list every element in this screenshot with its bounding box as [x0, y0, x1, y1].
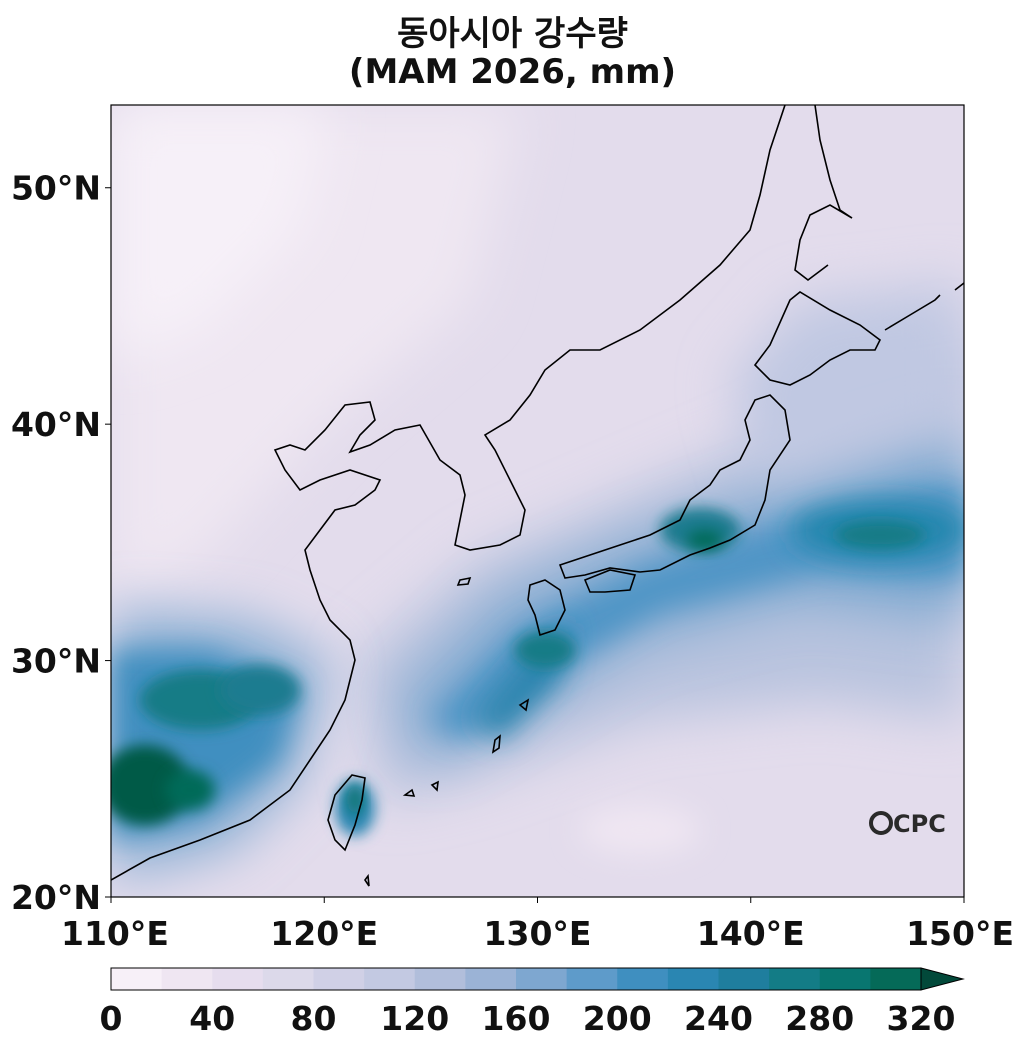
coastlines — [111, 105, 964, 887]
lon-tick-label: 130°E — [484, 914, 592, 953]
precipitation-field — [111, 105, 964, 897]
colorbar-segment — [111, 968, 163, 990]
lon-tick-label: 150°E — [906, 914, 1014, 953]
colorbar-segment — [465, 968, 517, 990]
colorbar-segment — [617, 968, 669, 990]
colorbar-segment — [870, 968, 922, 990]
lon-tick-label: 120°E — [270, 914, 378, 953]
colorbar-segment — [667, 968, 719, 990]
lat-tick-label: 20°N — [11, 878, 101, 917]
colorbar-extend-arrow — [920, 967, 965, 991]
colorbar-segment — [161, 968, 213, 990]
colorbar-segment — [262, 968, 314, 990]
lat-tick-label: 40°N — [11, 405, 101, 444]
colorbar-tick-label: 280 — [785, 999, 854, 1038]
colorbar-segment — [414, 968, 466, 990]
colorbar-segment — [566, 968, 618, 990]
axis-ticks: 110°E 120°E 130°E 140°E 150°E 20°N 30°N 40°N 50°… — [11, 169, 1014, 953]
colorbar-segment — [516, 968, 568, 990]
map-title: 동아시아 강수량 — [397, 14, 628, 54]
colorbar-segment — [718, 968, 770, 990]
colorbar-tick-label: 200 — [583, 999, 652, 1038]
colorbar-tick-label: 320 — [887, 999, 956, 1038]
colorbar-segment — [364, 968, 416, 990]
colorbar-tick-label: 80 — [291, 999, 337, 1038]
colorbar-segment — [819, 968, 871, 990]
cpc-logo: CPC — [869, 810, 946, 838]
colorbar-tick-label: 120 — [380, 999, 449, 1038]
colorbar: 0 40 80 120 160 200 240 280 320 — [100, 967, 965, 1038]
colorbar-segment — [212, 968, 264, 990]
map-subtitle: (MAM 2026, mm) — [348, 52, 677, 92]
colorbar-tick-label: 0 — [100, 999, 123, 1038]
lat-tick-label: 30°N — [11, 642, 101, 681]
lon-tick-label: 110°E — [61, 914, 169, 953]
colorbar-tick-label: 240 — [684, 999, 753, 1038]
colorbar-outline — [110, 967, 922, 991]
logo-text: CPC — [893, 810, 946, 838]
colorbar-segment — [769, 968, 821, 990]
lon-tick-label: 140°E — [697, 914, 805, 953]
colorbar-segment — [313, 968, 365, 990]
colorbar-tick-label: 40 — [189, 999, 235, 1038]
lat-tick-label: 50°N — [11, 169, 101, 208]
colorbar-tick-label: 160 — [482, 999, 551, 1038]
